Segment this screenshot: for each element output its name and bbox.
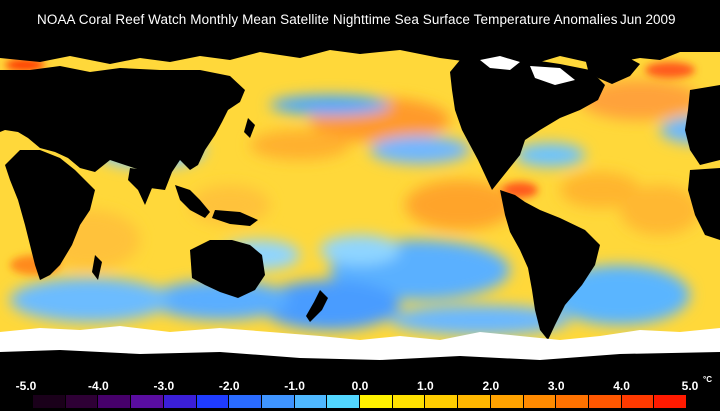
legend-color-scale <box>33 395 688 408</box>
legend-swatch <box>621 395 655 408</box>
antarctica <box>0 350 720 370</box>
legend-swatch <box>588 395 622 408</box>
map-date: Jun 2009 <box>620 12 676 27</box>
legend-tick-label: 1.0 <box>417 379 434 393</box>
legend-swatch <box>327 395 361 408</box>
legend-tick-label: 5.0 <box>681 379 699 393</box>
legend-swatch <box>98 395 132 408</box>
sst-anomaly-map <box>0 40 720 370</box>
legend-swatch <box>360 395 393 408</box>
legend-swatch <box>131 395 164 408</box>
legend-tick-labels: -5.0 -4.0 -3.0 -2.0 -1.0 0.0 1.0 2.0 3.0 4.0 5.0 °C <box>0 375 720 393</box>
legend-swatch <box>196 395 230 408</box>
legend-tick-label: 0.0 <box>351 379 369 393</box>
legend-unit: °C <box>703 375 712 384</box>
legend-tick-label: -1.0 <box>284 379 305 393</box>
legend-swatch <box>33 395 66 408</box>
legend-swatch <box>261 395 295 408</box>
legend-swatch <box>556 395 589 408</box>
legend-tick-label: 3.0 <box>547 379 565 393</box>
legend-swatch <box>392 395 426 408</box>
legend-swatch <box>65 395 99 408</box>
legend-tick-label: -5.0 <box>15 379 37 393</box>
legend-swatch <box>458 395 491 408</box>
legend-swatch <box>490 395 524 408</box>
legend-swatch <box>229 395 262 408</box>
legend-swatch <box>163 395 197 408</box>
legend-tick-label: -2.0 <box>218 379 240 393</box>
legend-tick-label: 2.0 <box>482 379 500 393</box>
legend-swatch <box>294 395 328 408</box>
legend-tick-label: -4.0 <box>88 379 109 393</box>
legend-swatch <box>523 395 557 408</box>
legend-tick-label: -3.0 <box>153 379 175 393</box>
legend-swatch <box>425 395 459 408</box>
map-title: NOAA Coral Reef Watch Monthly Mean Satel… <box>37 12 618 27</box>
header: NOAA Coral Reef Watch Monthly Mean Satel… <box>0 0 720 40</box>
land-masses <box>0 40 720 340</box>
legend-tick-label: 4.0 <box>613 379 630 393</box>
legend-swatch <box>654 395 688 408</box>
